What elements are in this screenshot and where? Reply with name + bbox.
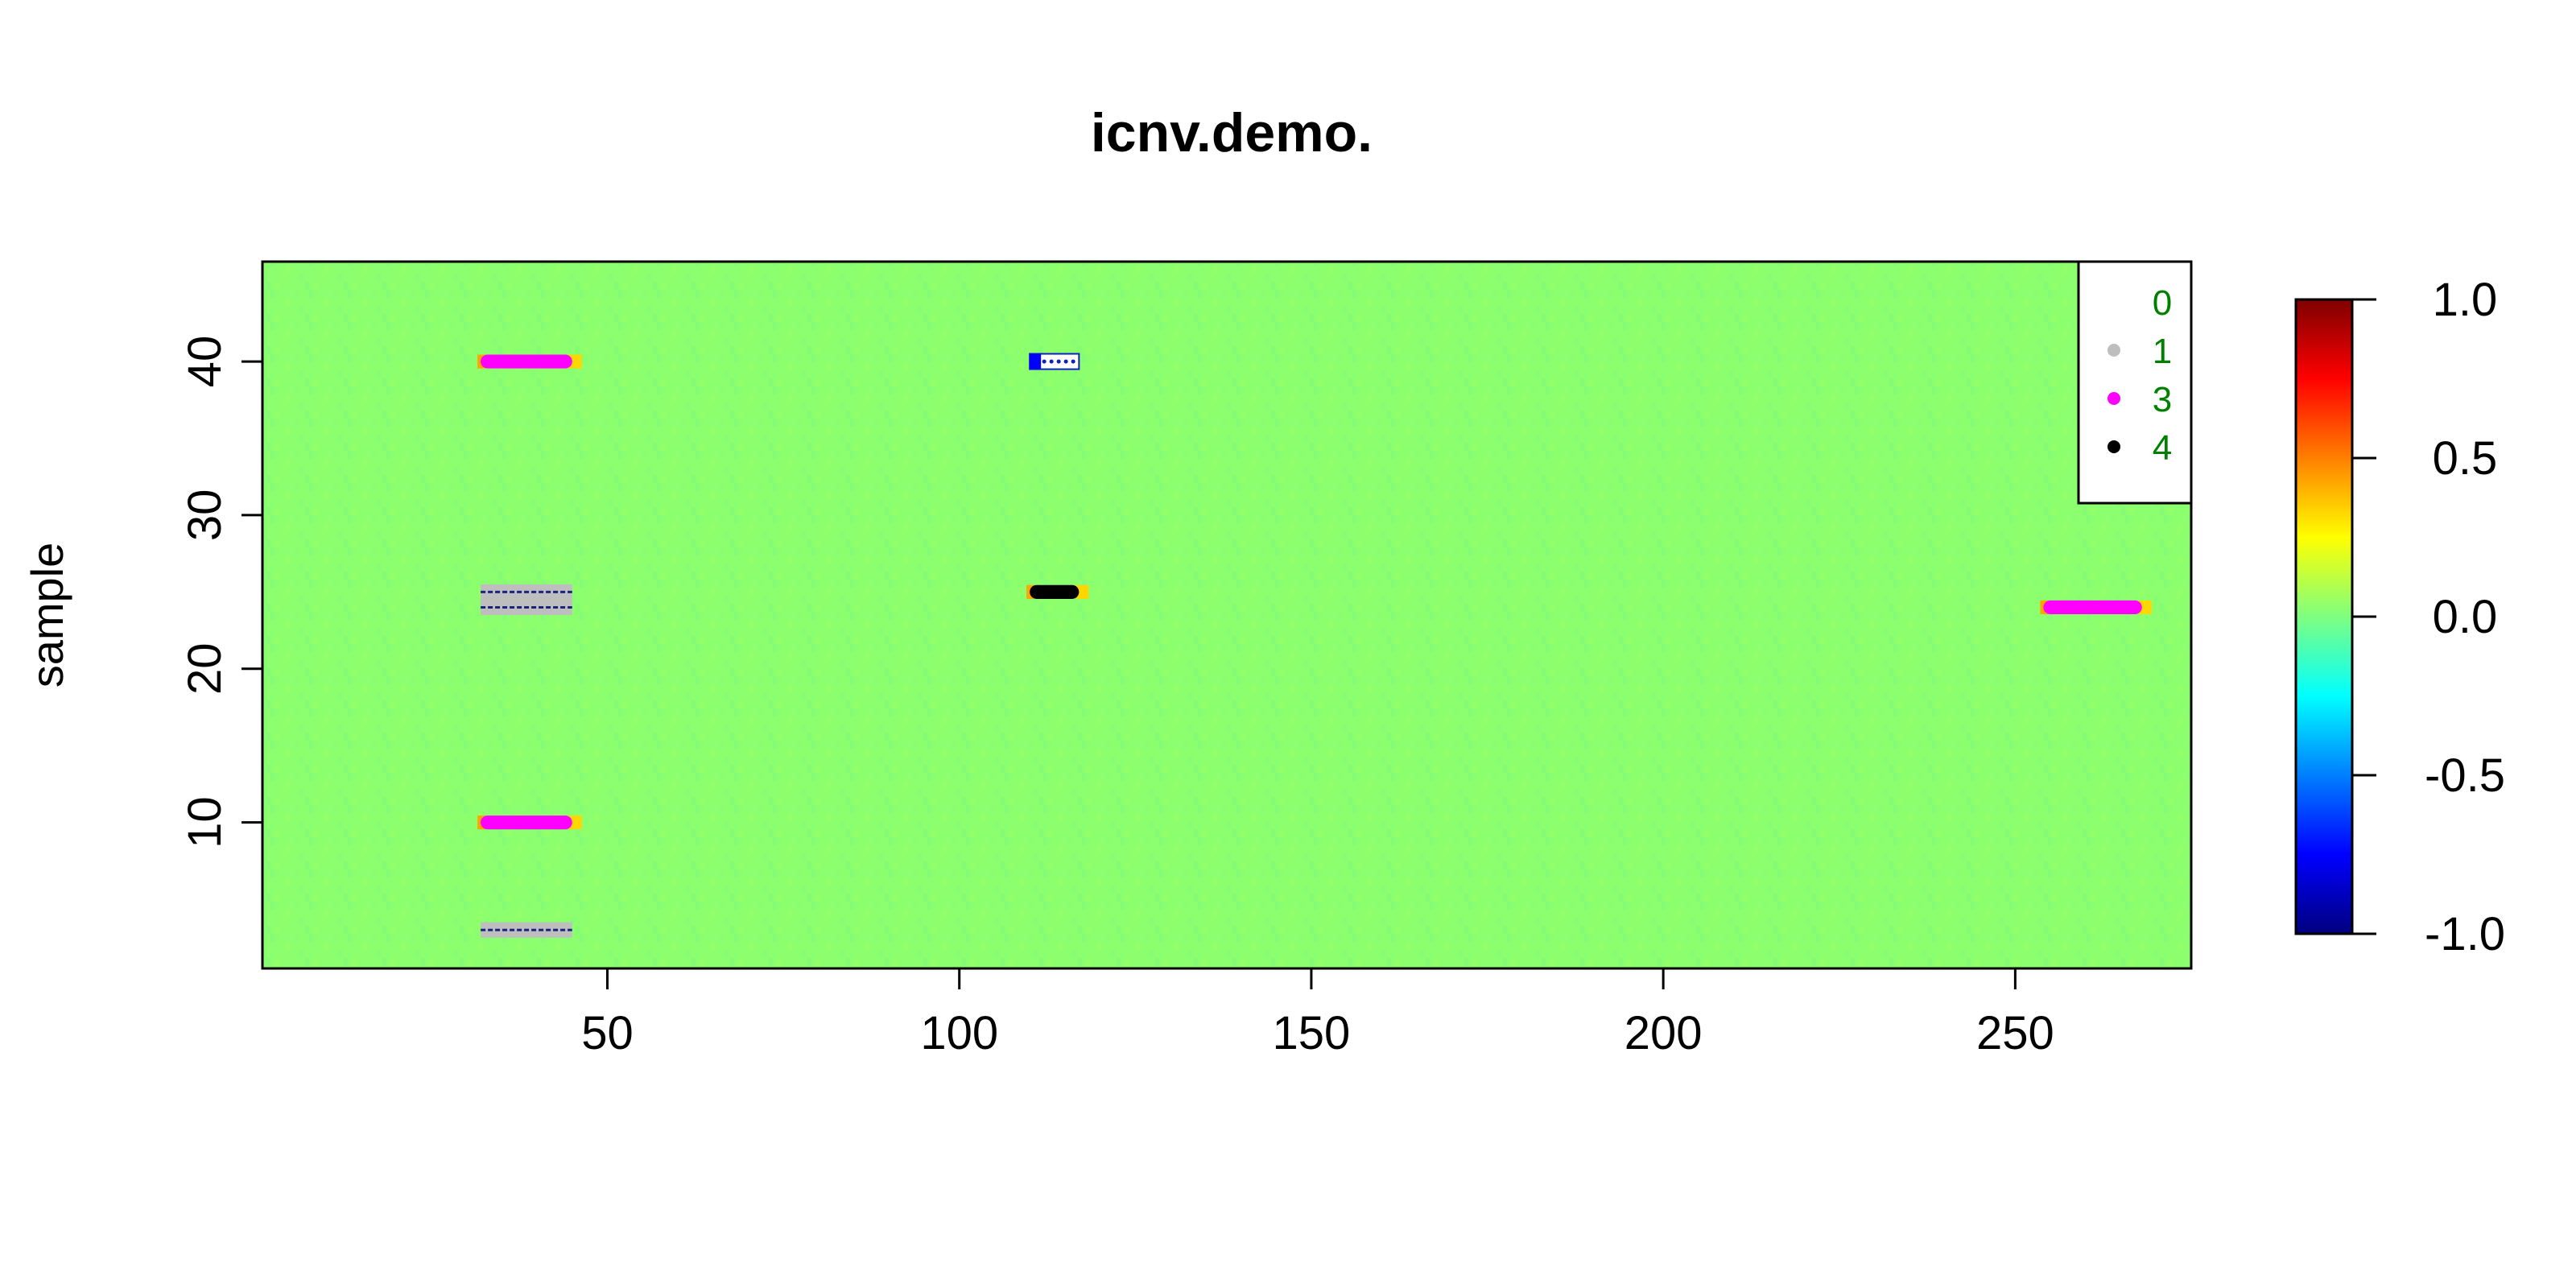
cnv-segment-edge [1075,584,1089,599]
y-axis-label: sample [22,543,72,688]
cnv-segment-edge [568,354,582,369]
chart-title: icnv.demo. [1091,102,1373,163]
legend-entry: 0 [2107,283,2172,323]
plot-frame [261,260,2193,970]
cnv-point [1042,359,1046,364]
cnv-segment [477,354,582,369]
x-tick-label: 250 [1976,1007,2054,1059]
plot-area [262,262,2191,968]
cnv-point [1063,359,1068,364]
x-tick-label: 150 [1273,1007,1351,1059]
cnv-segment [477,815,582,830]
colorbar-gradient [2294,298,2354,935]
x-axis: 50 100 150 200 250 [581,968,2054,1059]
cnv-segment [1029,353,1080,370]
cnv-segment [2040,600,2152,615]
legend-box [2077,260,2193,505]
cnv-point [1071,359,1075,364]
legend-label: 0 [2153,283,2172,323]
cnv-segment-box [481,354,572,369]
y-tick-label: 30 [179,489,231,542]
legend-label: 1 [2153,332,2172,371]
legend-label: 4 [2153,428,2172,468]
legend-marker [2107,295,2120,308]
x-tick-label: 50 [581,1007,634,1059]
colorbar-tick-label: -1.0 [2425,908,2505,960]
y-tick-label: 40 [179,336,231,388]
colorbar-tick-label: 1.0 [2433,274,2498,326]
x-tick-label: 200 [1624,1007,1703,1059]
cnv-point [1056,359,1061,364]
legend-entry: 3 [2107,380,2172,419]
cnv-segment [1026,584,1089,599]
y-axis: 10 20 30 40 [179,336,262,848]
cnv-point [1049,359,1054,364]
legend-entry: 1 [2107,332,2172,371]
legend-marker [2107,440,2120,453]
cnv-segment-box [2043,600,2142,615]
cnv-segment-box [481,815,572,830]
cnv-segment-edge [2138,600,2152,615]
colorbar: 1.0 0.5 0.0 -0.5 -1.0 [2294,274,2505,960]
cnv-segment-edge [568,815,582,830]
cnv-segment [481,584,572,600]
colorbar-tick-label: -0.5 [2425,749,2505,802]
legend-marker [2107,392,2120,405]
colorbar-tick-label: 0.5 [2433,432,2498,485]
legend-label: 3 [2153,380,2172,419]
colorbar-tick-label: 0.0 [2433,591,2498,643]
heatmap-background [262,262,2191,968]
legend-entry: 4 [2107,428,2172,468]
legend: 0 1 3 4 [2077,260,2193,505]
legend-marker [2107,344,2120,357]
cnv-segment [481,922,572,938]
y-tick-label: 20 [179,643,231,696]
cnv-segment-edge [1030,353,1042,369]
cnv-segment [481,599,572,615]
x-tick-label: 100 [920,1007,998,1059]
y-tick-label: 10 [179,796,231,848]
cnv-segment-box [1030,584,1080,599]
